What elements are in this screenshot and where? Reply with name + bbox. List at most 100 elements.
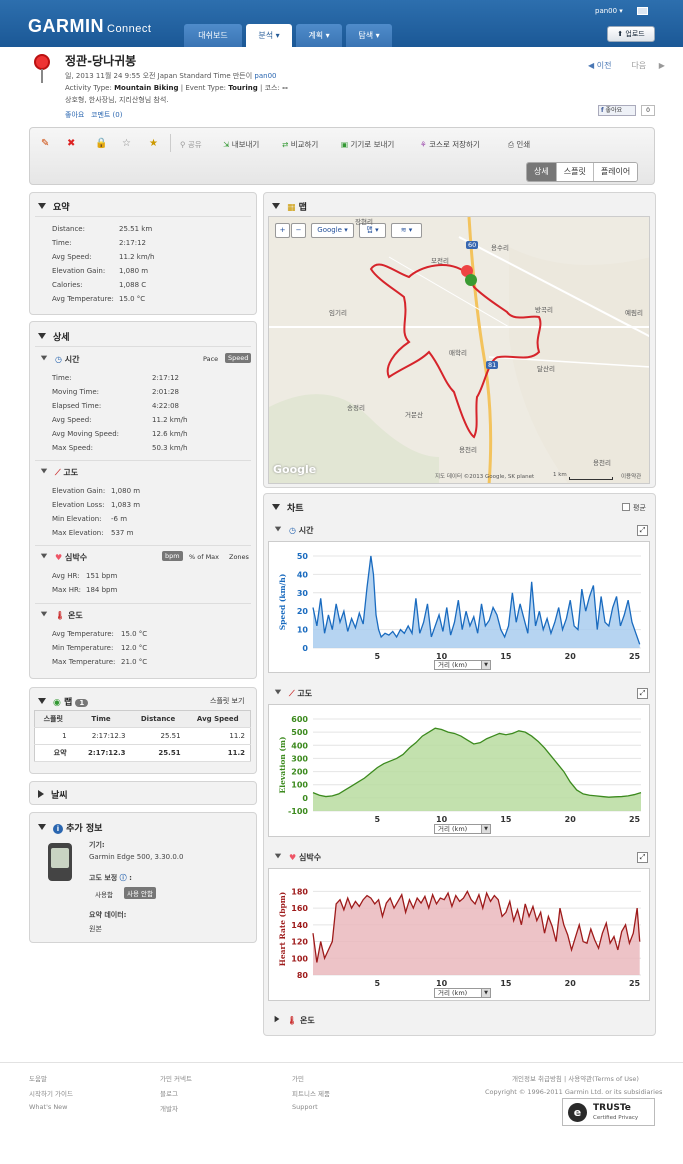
- tab-analysis[interactable]: 분석 ▾: [246, 24, 292, 47]
- share-action[interactable]: ⚲ 공유: [180, 140, 202, 149]
- bpm-toggle[interactable]: bpm: [162, 551, 183, 561]
- lock-icon[interactable]: 🔒: [95, 138, 108, 149]
- speed-chart-header[interactable]: ◷ 시간: [274, 525, 314, 536]
- pace-toggle[interactable]: Pace: [203, 355, 219, 363]
- delete-icon[interactable]: ✖: [67, 138, 76, 149]
- elevation-correction-on[interactable]: 사용함: [95, 891, 113, 899]
- temp-chart-header[interactable]: 🌡 온도: [274, 1015, 315, 1026]
- x-axis-select[interactable]: 거리 (km) ▼: [434, 660, 491, 670]
- percent-max-toggle[interactable]: % of Max: [189, 553, 220, 561]
- edit-pencil-icon[interactable]: ✎: [41, 138, 50, 149]
- column-header[interactable]: 스플릿: [34, 710, 72, 728]
- hr-chart-header[interactable]: ♥ 심박수: [274, 852, 321, 863]
- tab-plan[interactable]: 계획 ▾: [296, 24, 342, 47]
- zones-toggle[interactable]: Zones: [229, 553, 249, 561]
- footer-link[interactable]: 시작하기 가이드: [29, 1090, 73, 1098]
- activity-type-value[interactable]: Mountain Biking: [114, 84, 179, 92]
- view-detail-button[interactable]: 상세: [527, 163, 556, 181]
- detail-label: Max Temperature:: [52, 658, 116, 666]
- footer-link[interactable]: 개발자: [160, 1105, 178, 1113]
- view-player-button[interactable]: 플레이어: [592, 163, 638, 181]
- weather-header[interactable]: 날씨: [38, 788, 68, 801]
- send-to-device-action[interactable]: ▣ 기기로 보내기: [341, 139, 394, 150]
- footer-link[interactable]: What's New: [29, 1103, 68, 1111]
- route-map[interactable]: + − Google ▾ 맵 ▾ ≋ ▾ 장현리 용수리 모전리 임기리 방곡리…: [268, 216, 650, 484]
- export-action[interactable]: ⇲ 내보내기: [223, 139, 259, 150]
- map-terms-link[interactable]: 이용약관: [621, 474, 642, 480]
- favorite-star-icon[interactable]: ☆: [122, 138, 131, 149]
- hr-section-header[interactable]: ♥ 심박수: [40, 552, 87, 563]
- prev-link[interactable]: ◀ 이전: [588, 61, 612, 70]
- weather-panel[interactable]: 날씨: [29, 781, 257, 805]
- x-axis-select[interactable]: 거리 (km) ▼: [434, 988, 491, 998]
- facebook-like-button[interactable]: f 좋아요: [598, 105, 636, 116]
- footer-link[interactable]: 블로그: [160, 1090, 178, 1098]
- summary-header[interactable]: 요약: [38, 200, 70, 213]
- temp-section-header[interactable]: 🌡 온도: [40, 610, 83, 621]
- event-type-value[interactable]: Touring: [228, 84, 258, 92]
- time-section-header[interactable]: ◷ 시간: [40, 354, 80, 365]
- detail-label: Max HR:: [52, 586, 81, 594]
- chevron-down-icon: ▼: [481, 825, 490, 833]
- view-splits-button[interactable]: 스플릿: [555, 163, 593, 181]
- series-area: [313, 556, 640, 648]
- speed-toggle[interactable]: Speed: [225, 353, 252, 363]
- elevation-section-header[interactable]: ⟋ 고도: [40, 467, 78, 478]
- activity-description[interactable]: 상호형, 한사장님, 지리산형님 참석.: [65, 96, 169, 104]
- footer-link[interactable]: Support: [292, 1103, 318, 1111]
- tab-explore[interactable]: 탐색 ▾: [346, 24, 392, 47]
- footer-link[interactable]: 가민: [292, 1075, 304, 1083]
- mail-icon[interactable]: [637, 7, 648, 15]
- hr-chart[interactable]: 80 100 120 140 160 180 5 10 15 20 25 Heart Rate (bp…: [268, 868, 650, 1001]
- x-axis-select[interactable]: 거리 (km) ▼: [434, 824, 491, 834]
- elevation-chart-header[interactable]: ⟋ 고도: [274, 688, 312, 699]
- column-header[interactable]: Time: [71, 710, 131, 728]
- average-checkbox[interactable]: [622, 503, 630, 511]
- divider: [35, 216, 251, 217]
- garmin-connect-logo[interactable]: GARMIN Connect: [28, 16, 151, 37]
- compare-action[interactable]: ⇄ 비교하기: [282, 139, 318, 150]
- tab-dashboard[interactable]: 대쉬보드: [184, 24, 242, 47]
- comment-link[interactable]: 코멘트 (0): [91, 111, 123, 119]
- zoom-out-button[interactable]: −: [291, 223, 306, 238]
- expand-chart-icon[interactable]: ⤢: [637, 525, 648, 536]
- column-header[interactable]: Avg Speed: [185, 710, 251, 728]
- like-link[interactable]: 좋아요: [65, 111, 85, 119]
- privacy-terms-links[interactable]: 개인정보 취급방침 | 사용약관(Terms of Use): [512, 1075, 639, 1083]
- footer-link[interactable]: 가민 커넥트: [160, 1075, 192, 1083]
- save-as-course-action[interactable]: ⚘ 코스로 저장하기: [420, 139, 480, 150]
- help-icon[interactable]: ⓘ: [119, 874, 127, 882]
- extra-info-header[interactable]: i 추가 정보: [38, 821, 102, 834]
- y-tick-label: 120: [291, 938, 308, 947]
- x-tick-label: 15: [500, 979, 512, 988]
- next-link[interactable]: 다음 ▶: [631, 61, 665, 70]
- charts-header[interactable]: 차트: [272, 501, 304, 514]
- map-header[interactable]: ▦ 맵: [272, 200, 307, 213]
- truste-badge[interactable]: e TRUSTe Certified Privacy: [562, 1098, 655, 1126]
- split-view-link[interactable]: 스플릿 보기: [210, 697, 245, 705]
- footer-link[interactable]: 피트니스 제품: [292, 1090, 330, 1098]
- footer-link[interactable]: 도움말: [29, 1075, 47, 1083]
- column-header[interactable]: Distance: [130, 710, 186, 728]
- author-link[interactable]: pan00: [254, 72, 277, 80]
- user-menu[interactable]: pan00 ▾: [595, 7, 623, 15]
- detail-value: 50.3 km/h: [152, 444, 188, 452]
- summary-panel: 요약 Distance: 25.51 km Time: 2:17:12 Avg Sp…: [29, 192, 257, 315]
- zoom-in-button[interactable]: +: [275, 223, 290, 238]
- speed-chart[interactable]: 0 10 20 30 40 50 5 10 15 20 25 Speed (km/h) 거리 (km)…: [268, 541, 650, 673]
- map-layers-dropdown[interactable]: ≋ ▾: [391, 223, 422, 238]
- map-type-dropdown[interactable]: 맵 ▾: [359, 223, 386, 238]
- logo-sub-text: Connect: [107, 23, 152, 35]
- print-action[interactable]: ⎙ 인쇄: [508, 139, 530, 150]
- elevation-chart[interactable]: -100 0 100 200 300 400 500 600 5 10 15 20 25 Elevatio…: [268, 704, 650, 837]
- upload-button[interactable]: ⬆ 업로드: [607, 26, 655, 42]
- badge-icon[interactable]: ★: [149, 138, 158, 149]
- laps-header[interactable]: ◉ 랩 1: [38, 695, 89, 708]
- expand-chart-icon[interactable]: ⤢: [637, 852, 648, 863]
- expand-chart-icon[interactable]: ⤢: [637, 688, 648, 699]
- activity-title[interactable]: 정관-당나귀봉: [65, 54, 137, 68]
- table-row[interactable]: 1 2:17:12.3 25.51 11.2: [34, 727, 251, 745]
- details-header[interactable]: 상세: [38, 330, 70, 343]
- map-provider-dropdown[interactable]: Google ▾: [311, 223, 354, 238]
- elevation-correction-off[interactable]: 사용 안함: [124, 887, 156, 899]
